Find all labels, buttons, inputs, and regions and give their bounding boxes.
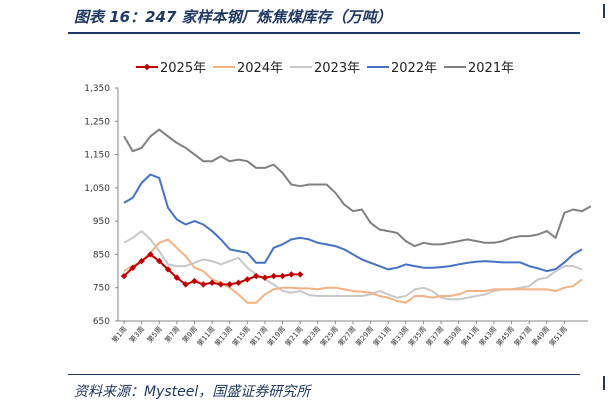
x-tick-label: 第39周 [442,325,464,348]
data-point-2025 [208,279,216,286]
data-point-2025 [200,281,207,288]
x-tick-label: 第21周 [283,325,305,348]
x-tick-label: 第7周 [163,325,182,345]
x-tick-label: 第41周 [459,325,481,348]
y-tick-label: 1,050 [84,184,110,194]
x-tick-label: 第51周 [547,325,569,348]
y-tick-label: 1,250 [84,117,110,127]
y-tick-label: 850 [93,250,110,260]
x-tick-label: 第37周 [424,325,446,348]
x-tick-label: 第11周 [195,325,217,348]
data-point-2025 [288,271,295,278]
x-tick-label: 第23周 [301,325,323,348]
y-tick-label: 1,150 [84,151,110,161]
data-point-2025 [235,279,242,286]
legend-label-2023: 2023年 [314,61,360,76]
x-tick-label: 第49周 [530,325,552,348]
x-tick-label: 第29周 [354,325,376,348]
x-tick-label: 第45周 [494,325,516,348]
title-rule [68,32,580,34]
edge-marker-bottom [603,376,605,390]
x-tick-label: 第19周 [265,325,287,348]
legend-label-2025: 2025年 [160,61,206,76]
y-tick-label: 750 [93,284,110,294]
series-line-2021 [123,128,592,248]
data-point-2025 [164,266,172,273]
x-tick-label: 第5周 [145,325,164,345]
y-tick-label: 1,350 [84,84,110,94]
data-point-2025 [270,272,277,280]
x-tick-label: 第1周 [110,325,129,345]
data-point-2025 [173,274,181,281]
x-tick-label: 第33周 [389,325,411,348]
x-tick-label: 第47周 [512,325,534,348]
data-point-2025 [261,274,269,281]
legend-marker-2025 [143,63,151,71]
chart-title: 图表 16：247 家样本钢厂炼焦煤库存（万吨） [74,8,392,26]
data-point-2025 [279,272,286,280]
legend-label-2021: 2021年 [468,61,514,76]
x-tick-label: 第27周 [336,325,358,348]
data-point-2025 [226,281,233,288]
x-tick-label: 第35周 [406,325,428,348]
x-tick-label: 第43周 [477,325,499,348]
x-tick-label: 第3周 [127,325,146,345]
data-point-2025 [296,271,304,278]
series-line-2022 [123,173,583,273]
source-note: 资料来源：Mysteel，国盛证券研究所 [74,384,311,400]
series-line-2024 [123,238,583,304]
data-point-2025 [217,281,225,288]
source-rule [68,374,580,375]
data-point-2025 [244,276,251,283]
legend-label-2024: 2024年 [237,61,283,76]
legend-label-2022: 2022年 [391,61,437,76]
data-point-2025 [147,251,154,258]
data-point-2025 [129,264,137,271]
x-tick-label: 第13周 [213,325,235,348]
data-point-2025 [182,281,189,288]
data-point-2025 [138,257,145,265]
x-tick-label: 第17周 [248,325,270,348]
x-tick-label: 第31周 [371,325,393,348]
data-point-2025 [191,277,198,285]
data-point-2025 [252,272,260,280]
y-tick-label: 950 [93,217,110,227]
x-tick-label: 第15周 [230,325,252,348]
edge-marker-top [603,4,605,18]
data-point-2025 [156,257,163,265]
data-point-2025 [120,272,128,280]
x-tick-label: 第25周 [318,325,340,348]
y-tick-label: 650 [93,317,110,327]
